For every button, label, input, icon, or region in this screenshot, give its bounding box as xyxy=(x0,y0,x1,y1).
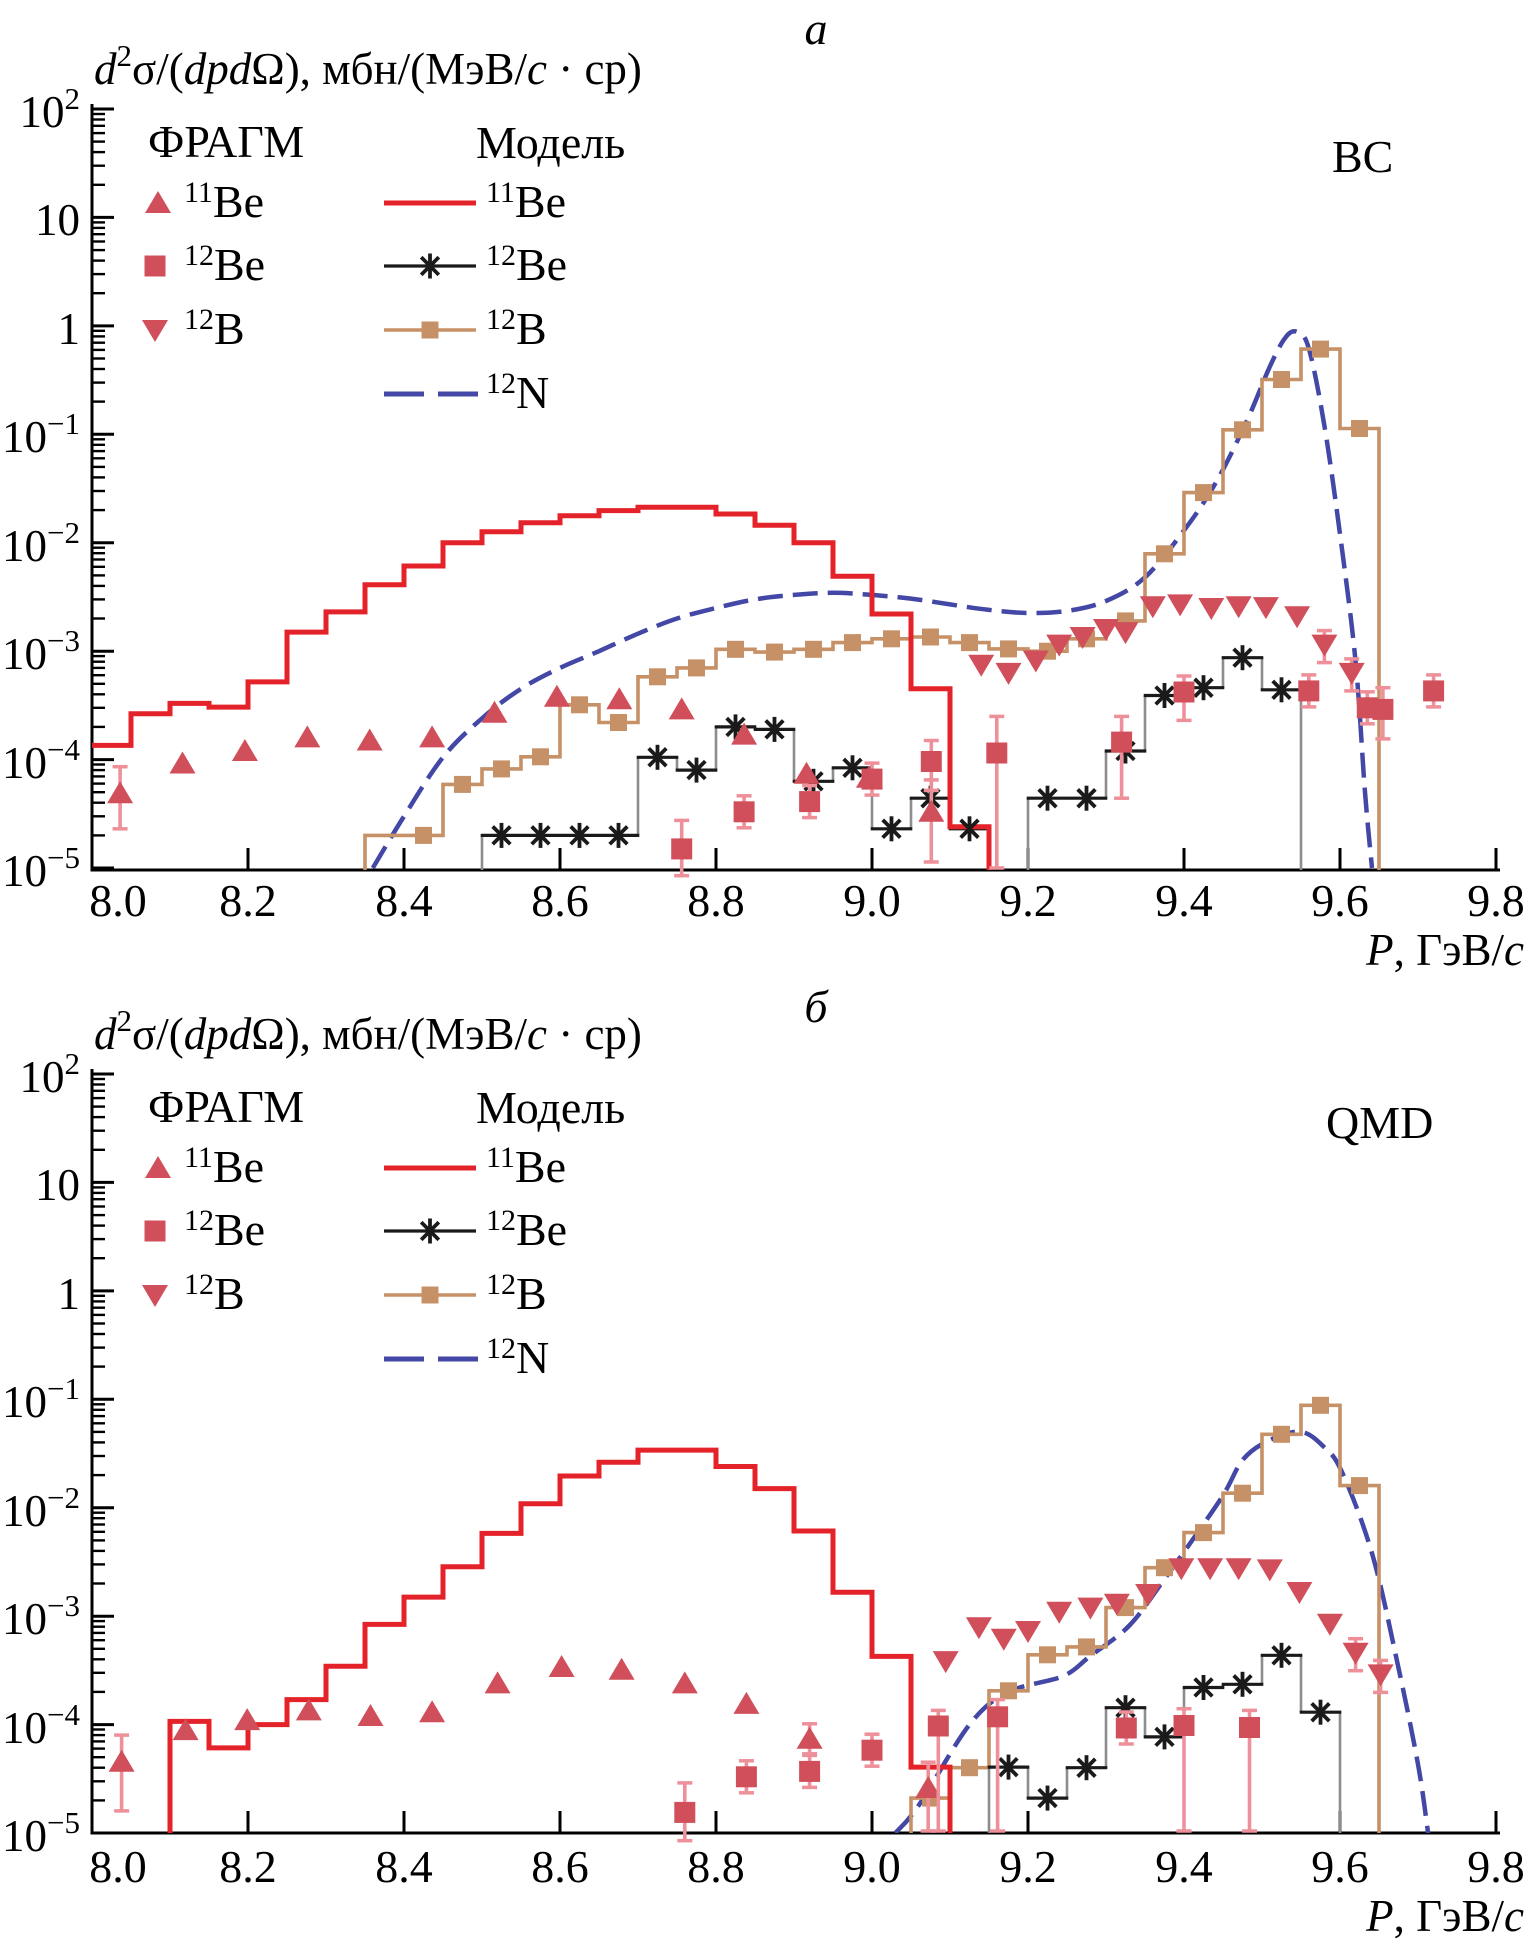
svg-text:BC: BC xyxy=(1332,131,1393,182)
svg-text:12Be: 12Be xyxy=(486,1204,567,1255)
svg-text:11Be: 11Be xyxy=(184,1141,264,1192)
svg-text:12Be: 12Be xyxy=(486,239,567,290)
svg-text:12B: 12B xyxy=(184,1268,245,1319)
svg-text:Модель: Модель xyxy=(476,117,625,168)
svg-text:P, ГэВ/c: P, ГэВ/c xyxy=(1365,925,1524,975)
svg-text:12N: 12N xyxy=(486,1332,549,1383)
svg-text:10: 10 xyxy=(35,1160,80,1210)
svg-text:10: 10 xyxy=(35,195,80,245)
svg-text:d2σ/(dpdΩ), мбн/(МэВ/c · ср): d2σ/(dpdΩ), мбн/(МэВ/c · ср) xyxy=(94,38,642,94)
svg-text:8.4: 8.4 xyxy=(375,1841,433,1892)
svg-text:9.4: 9.4 xyxy=(1155,875,1213,926)
svg-text:8.6: 8.6 xyxy=(531,1841,589,1892)
svg-text:9.4: 9.4 xyxy=(1155,1841,1213,1892)
svg-text:12Be: 12Be xyxy=(184,1204,265,1255)
svg-text:б: б xyxy=(804,981,829,1032)
svg-text:9.0: 9.0 xyxy=(843,875,901,926)
svg-text:8.0: 8.0 xyxy=(89,875,147,926)
svg-text:1: 1 xyxy=(58,304,81,354)
svg-text:8.6: 8.6 xyxy=(531,875,589,926)
svg-text:12B: 12B xyxy=(486,303,547,354)
svg-text:11Be: 11Be xyxy=(184,176,264,227)
svg-text:1: 1 xyxy=(58,1269,81,1319)
svg-text:ФРАГМ: ФРАГМ xyxy=(148,116,304,167)
svg-text:Модель: Модель xyxy=(476,1082,625,1133)
svg-text:12N: 12N xyxy=(486,367,549,418)
svg-text:12B: 12B xyxy=(486,1268,547,1319)
svg-text:12B: 12B xyxy=(184,303,245,354)
svg-text:8.8: 8.8 xyxy=(687,1841,745,1892)
svg-text:a: a xyxy=(805,3,828,54)
svg-text:9.8: 9.8 xyxy=(1467,1841,1525,1892)
svg-text:ФРАГМ: ФРАГМ xyxy=(148,1081,304,1132)
svg-text:9.2: 9.2 xyxy=(999,875,1057,926)
svg-text:QMD: QMD xyxy=(1326,1097,1433,1148)
svg-text:P, ГэВ/c: P, ГэВ/c xyxy=(1365,1891,1524,1941)
svg-text:9.8: 9.8 xyxy=(1467,875,1525,926)
svg-text:11Be: 11Be xyxy=(486,1141,566,1192)
svg-text:9.6: 9.6 xyxy=(1311,875,1369,926)
svg-text:8.4: 8.4 xyxy=(375,875,433,926)
svg-text:9.0: 9.0 xyxy=(843,1841,901,1892)
svg-text:11Be: 11Be xyxy=(486,176,566,227)
svg-text:8.2: 8.2 xyxy=(219,875,277,926)
svg-text:8.0: 8.0 xyxy=(89,1841,147,1892)
svg-text:10−3: 10−3 xyxy=(2,1588,80,1644)
svg-text:9.2: 9.2 xyxy=(999,1841,1057,1892)
svg-text:10−2: 10−2 xyxy=(2,515,80,571)
svg-text:12Be: 12Be xyxy=(184,239,265,290)
svg-text:8.8: 8.8 xyxy=(687,875,745,926)
svg-text:10−5: 10−5 xyxy=(2,840,80,896)
svg-text:8.2: 8.2 xyxy=(219,1841,277,1892)
svg-text:9.6: 9.6 xyxy=(1311,1841,1369,1892)
svg-text:d2σ/(dpdΩ), мбн/(МэВ/c · ср): d2σ/(dpdΩ), мбн/(МэВ/c · ср) xyxy=(94,1003,642,1059)
